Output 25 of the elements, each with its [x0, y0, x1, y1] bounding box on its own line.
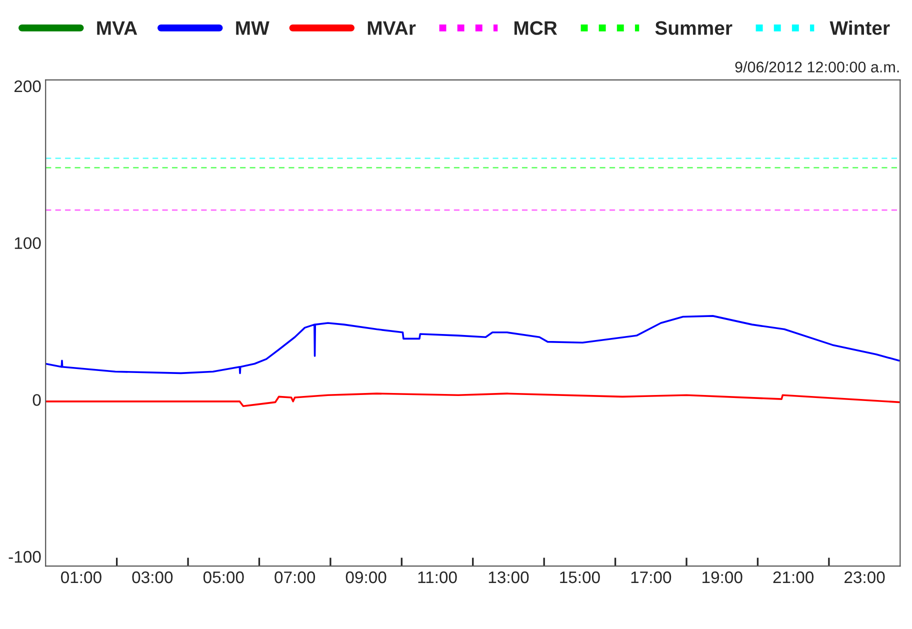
x-tick-label: 07:00 — [274, 571, 316, 584]
y-tick-label: -100 — [8, 550, 41, 563]
legend-label: MCR — [514, 21, 558, 35]
legend-label: MW — [236, 21, 270, 35]
x-tick-label: 15:00 — [560, 571, 600, 584]
y-tick-label: 0 — [32, 394, 41, 406]
x-tick-label: 21:00 — [773, 571, 814, 584]
x-tick-label: 13:00 — [488, 571, 529, 584]
x-tick-label: 09:00 — [346, 571, 386, 584]
x-tick-label: 05:00 — [203, 571, 244, 584]
x-tick-label: 19:00 — [702, 571, 742, 584]
y-tick-label: 200 — [14, 80, 41, 92]
y-tick-label: 100 — [14, 237, 41, 250]
line-series — [46, 392, 900, 408]
line-series — [46, 315, 900, 374]
legend-label: Winter — [830, 20, 890, 35]
legend-label: MVAr — [368, 21, 416, 35]
x-tick-label: 01:00 — [61, 571, 102, 584]
x-tick-label: 23:00 — [844, 571, 885, 584]
x-tick-label: 11:00 — [418, 571, 457, 584]
chart-subtitle: 9/06/2012 12:00:00 a.m. — [735, 61, 899, 72]
legend-label: Summer — [655, 21, 732, 35]
x-tick-label: 17:00 — [631, 571, 672, 584]
x-tick-label: 03:00 — [132, 571, 173, 584]
legend-label: MVA — [97, 21, 138, 35]
